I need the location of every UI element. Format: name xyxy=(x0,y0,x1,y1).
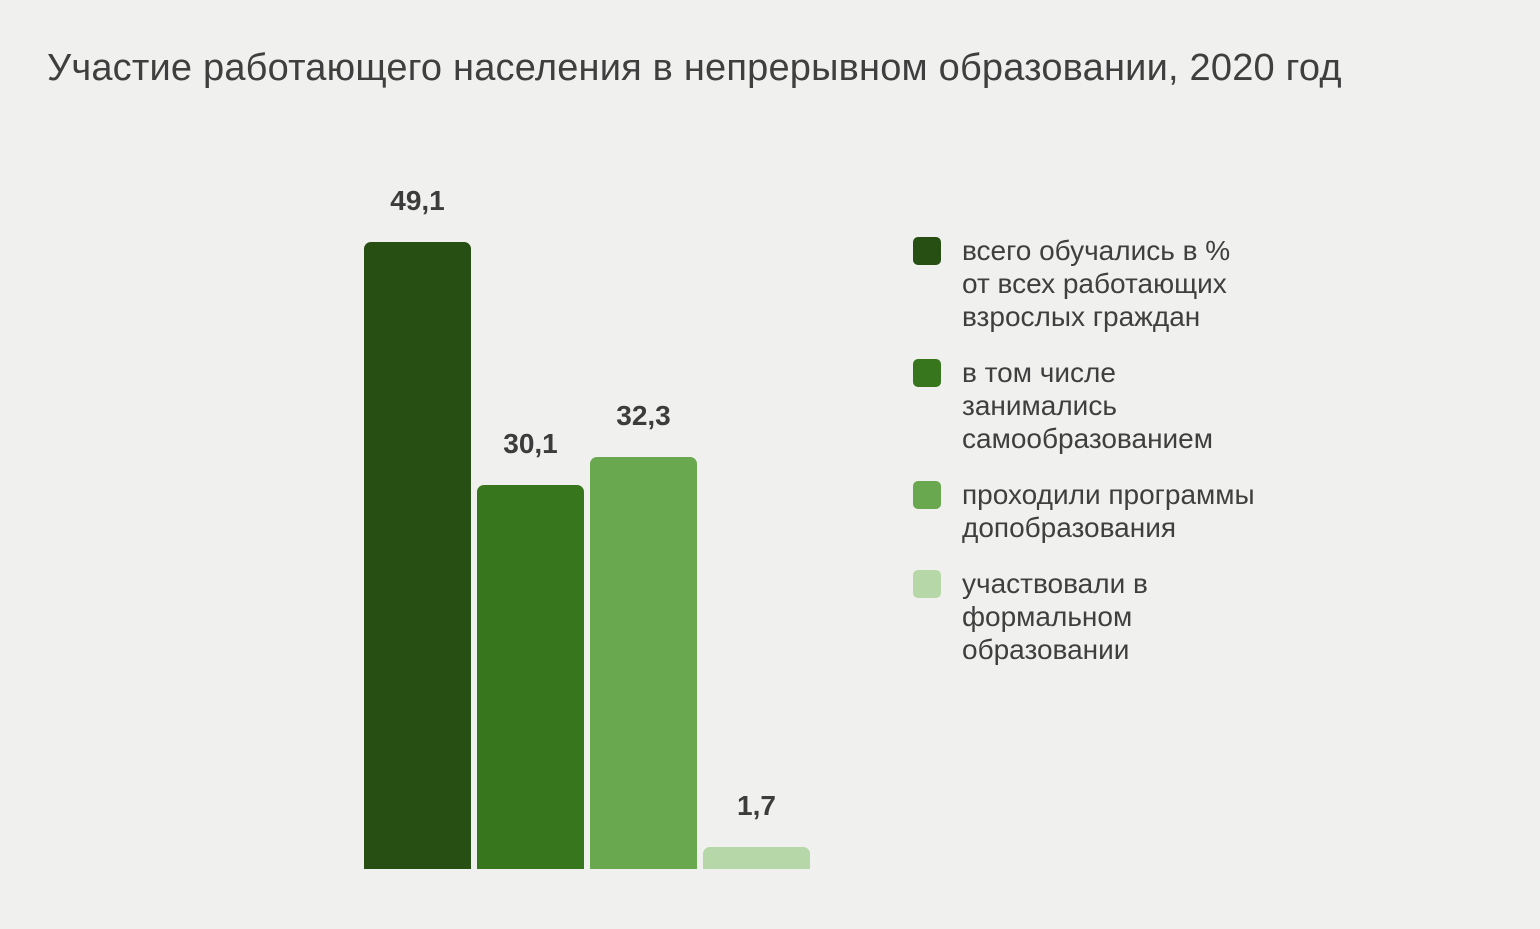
legend-item-3: проходили программы допобразования xyxy=(913,478,1255,544)
legend-swatch-icon xyxy=(913,237,941,265)
legend-swatch-icon xyxy=(913,570,941,598)
bar-2 xyxy=(477,485,584,869)
bar-value-label-4: 1,7 xyxy=(737,790,776,821)
bar-3 xyxy=(590,457,697,869)
legend-label: в том числе занимались самообразованием xyxy=(962,357,1213,454)
bar-1 xyxy=(364,242,471,869)
legend-item-4: участвовали в формальном образовании xyxy=(913,567,1255,666)
legend-label: участвовали в формальном образовании xyxy=(962,568,1148,665)
bar-value-label-1: 49,1 xyxy=(390,185,445,216)
legend-label: проходили программы допобразования xyxy=(962,479,1255,543)
legend-swatch-icon xyxy=(913,481,941,509)
legend-label: всего обучались в % от всех работающих в… xyxy=(962,235,1231,332)
legend-item-1: всего обучались в % от всех работающих в… xyxy=(913,234,1255,333)
bar-value-label-3: 32,3 xyxy=(616,400,671,431)
bar-4 xyxy=(703,847,810,869)
legend-swatch-icon xyxy=(913,359,941,387)
chart-title: Участие работающего населения в непрерыв… xyxy=(47,47,1342,89)
legend-item-2: в том числе занимались самообразованием xyxy=(913,356,1255,455)
bar-value-label-2: 30,1 xyxy=(503,428,558,459)
chart-legend: всего обучались в % от всех работающих в… xyxy=(913,234,1255,666)
